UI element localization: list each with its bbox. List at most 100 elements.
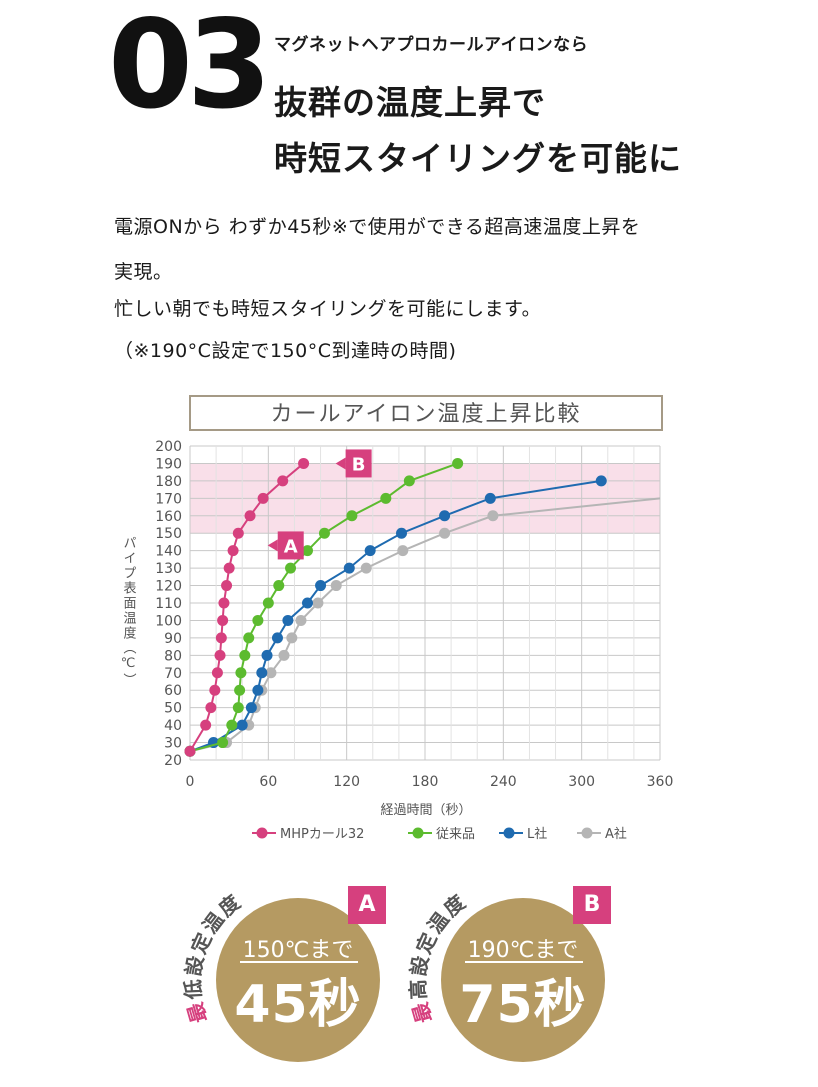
- data-point: [226, 719, 238, 731]
- legend-label: MHPカール32: [280, 827, 364, 842]
- data-point: [346, 510, 358, 522]
- data-point: [252, 614, 264, 626]
- data-point: [277, 475, 289, 487]
- data-point: [205, 702, 217, 714]
- data-point: [273, 580, 285, 592]
- body-line-3: 忙しい朝でも時短スタイリングを可能にします。: [114, 298, 542, 320]
- legend-label: 従来品: [436, 827, 475, 842]
- data-point: [217, 737, 229, 749]
- lead-text: マグネットヘアプロカールアイロンなら: [274, 35, 589, 55]
- data-point: [244, 510, 256, 522]
- y-tick-label: 180: [155, 474, 182, 490]
- data-point: [256, 667, 268, 679]
- legend-label: A社: [605, 826, 627, 842]
- badge-a-letter: A: [348, 886, 386, 924]
- y-tick-label: 120: [155, 579, 182, 595]
- x-tick-label: 60: [259, 774, 277, 790]
- data-point: [209, 684, 221, 696]
- data-point: [312, 597, 324, 609]
- badge-a: 最低設定温度 A 150℃まで 45秒: [180, 862, 390, 1087]
- x-tick-label: 240: [490, 774, 517, 790]
- x-axis-label: 経過時間（秒）: [380, 803, 471, 818]
- data-point: [232, 702, 244, 714]
- y-tick-label: 190: [155, 456, 182, 472]
- data-point: [595, 475, 607, 487]
- y-tick-label: 90: [164, 631, 182, 647]
- data-point: [396, 527, 407, 539]
- data-point: [364, 545, 376, 557]
- legend-marker: [412, 827, 424, 839]
- chart-title-box: [189, 395, 663, 431]
- data-point: [271, 632, 283, 644]
- badge-b: 最高設定温度 B 190℃まで 75秒: [405, 862, 615, 1087]
- data-point: [252, 684, 264, 696]
- x-tick-label: 300: [568, 774, 595, 790]
- badge-a-graphic: 最低設定温度: [181, 889, 380, 1062]
- data-point: [265, 667, 277, 679]
- data-point: [227, 545, 239, 557]
- callout-pointer: [267, 539, 278, 552]
- y-tick-label: 80: [164, 648, 182, 664]
- y-tick-label: 50: [164, 701, 182, 717]
- badge-b-sub: 190℃まで: [467, 938, 579, 963]
- data-point: [245, 702, 257, 714]
- data-point: [318, 527, 330, 539]
- data-point: [285, 562, 297, 574]
- data-point: [298, 457, 310, 469]
- badge-b-circle: [441, 898, 605, 1062]
- temperature-chart: カールアイロン温度上昇比較203040506070809010011012013…: [121, 395, 673, 842]
- data-point: [217, 614, 229, 626]
- y-tick-label: 30: [164, 736, 182, 752]
- legend-marker: [581, 827, 593, 839]
- x-tick-label: 0: [186, 774, 195, 790]
- data-point: [236, 719, 248, 731]
- body-line-1: 電源ONから わずか45秒※で使用ができる超高速温度上昇を: [114, 216, 641, 238]
- data-point: [286, 632, 298, 644]
- legend-marker: [503, 827, 515, 839]
- data-point: [330, 580, 342, 592]
- data-point: [397, 545, 409, 557]
- data-point: [380, 492, 392, 504]
- data-point: [257, 492, 269, 504]
- body-note: （※190°C設定で150°C到達時の時間): [114, 340, 457, 362]
- body-line-2: 実現。: [114, 261, 173, 283]
- y-axis-label: パイプ表面温度（℃）: [121, 536, 137, 688]
- badge-b-main: 75秒: [459, 975, 587, 1035]
- data-point: [439, 527, 451, 539]
- callout-label: B: [352, 454, 366, 475]
- data-point: [487, 510, 499, 522]
- data-point: [282, 614, 294, 626]
- data-point: [218, 597, 230, 609]
- data-point: [239, 649, 251, 661]
- y-tick-label: 130: [155, 561, 182, 577]
- data-point: [262, 597, 274, 609]
- badge-a-sub: 150℃まで: [242, 938, 354, 963]
- series-line: [189, 497, 661, 753]
- data-point: [215, 632, 227, 644]
- callout-label: A: [284, 536, 298, 557]
- y-tick-label: 40: [164, 718, 182, 734]
- data-point: [214, 649, 226, 661]
- callout-box: [345, 449, 372, 478]
- y-tick-label: 70: [164, 666, 182, 682]
- data-point: [484, 492, 496, 504]
- data-point: [235, 667, 247, 679]
- section-number: 03: [108, 0, 272, 136]
- data-point: [403, 475, 415, 487]
- data-point: [223, 562, 235, 574]
- y-tick-label: 100: [155, 613, 182, 629]
- data-point: [211, 667, 223, 679]
- chart-title: カールアイロン温度上昇比較: [271, 402, 582, 427]
- headline-line-1: 抜群の温度上昇で: [274, 83, 546, 122]
- badge-b-letter: B: [573, 886, 611, 924]
- y-tick-label: 60: [164, 683, 182, 699]
- y-tick-label: 160: [155, 509, 182, 525]
- data-point: [261, 649, 273, 661]
- x-tick-label: 180: [412, 774, 439, 790]
- badge-a-circle: [216, 898, 380, 1062]
- data-point: [439, 510, 451, 522]
- y-tick-label: 200: [155, 439, 182, 455]
- data-point: [452, 457, 464, 469]
- x-tick-label: 120: [333, 774, 360, 790]
- data-point: [232, 527, 244, 539]
